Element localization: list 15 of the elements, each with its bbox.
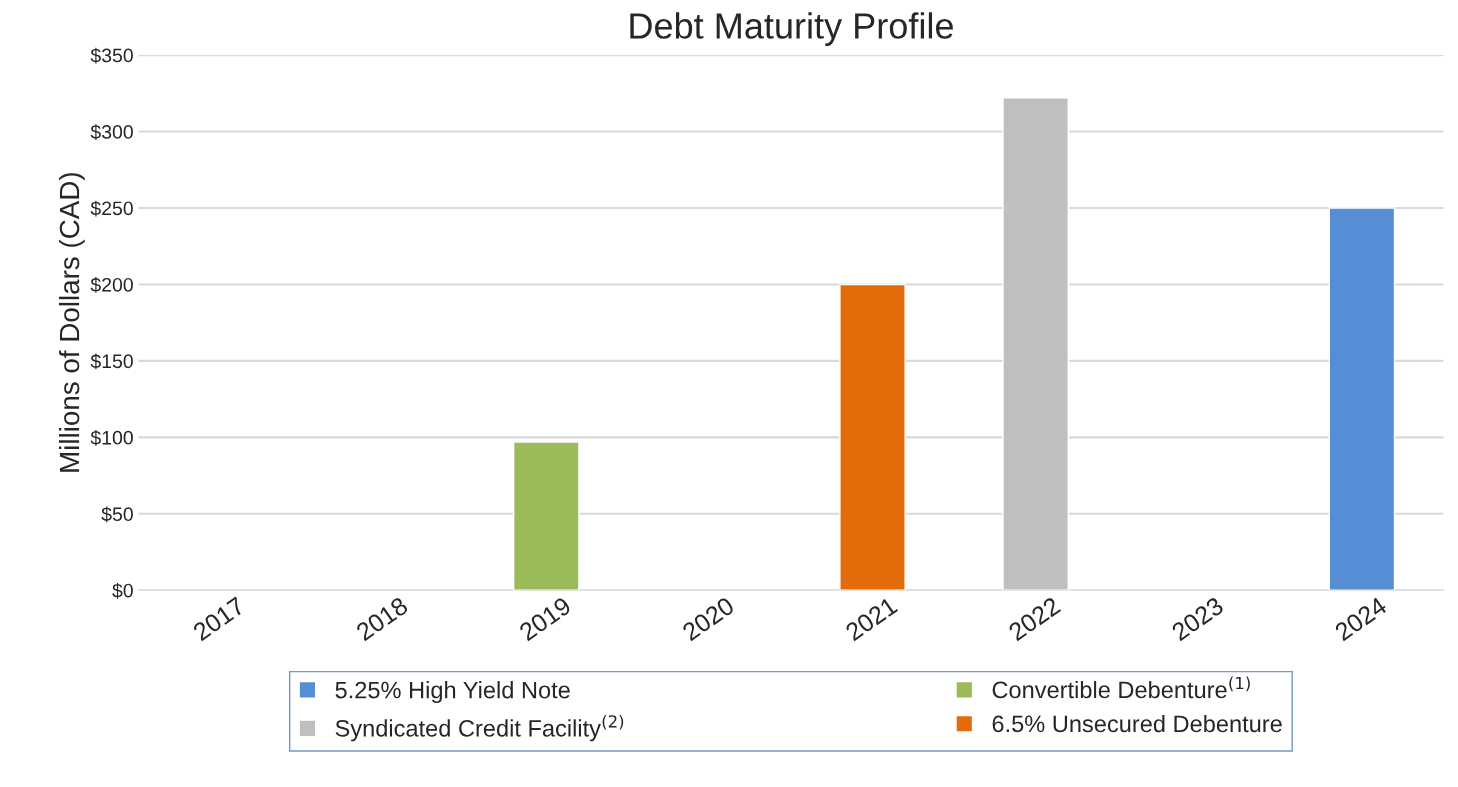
chart-title: Debt Maturity Profile [630, 12, 953, 46]
y-tick-label: $150 [90, 353, 133, 370]
y-tick-label: $250 [90, 200, 133, 217]
y-tick-label: $350 [90, 47, 133, 64]
y-tick-label: $200 [90, 277, 133, 293]
y-axis-title: Millions of Dollars (CAD) [58, 173, 85, 472]
y-tick-label: $300 [90, 124, 133, 140]
legend-label: 5.25% High Yield Note [335, 681, 570, 704]
legend-label: 6.5% Unsecured Debenture [992, 714, 1282, 733]
y-tick-label: $0 [112, 582, 133, 599]
y-tick-label: $50 [101, 506, 133, 523]
y-tick-label: $100 [90, 430, 133, 446]
x-tick-label: 2021 [844, 596, 899, 642]
legend-label: Convertible Debenture$^{(1)}$ [992, 676, 1250, 699]
legend-label: Syndicated Credit Facility$^{(2)}$ [335, 714, 624, 742]
